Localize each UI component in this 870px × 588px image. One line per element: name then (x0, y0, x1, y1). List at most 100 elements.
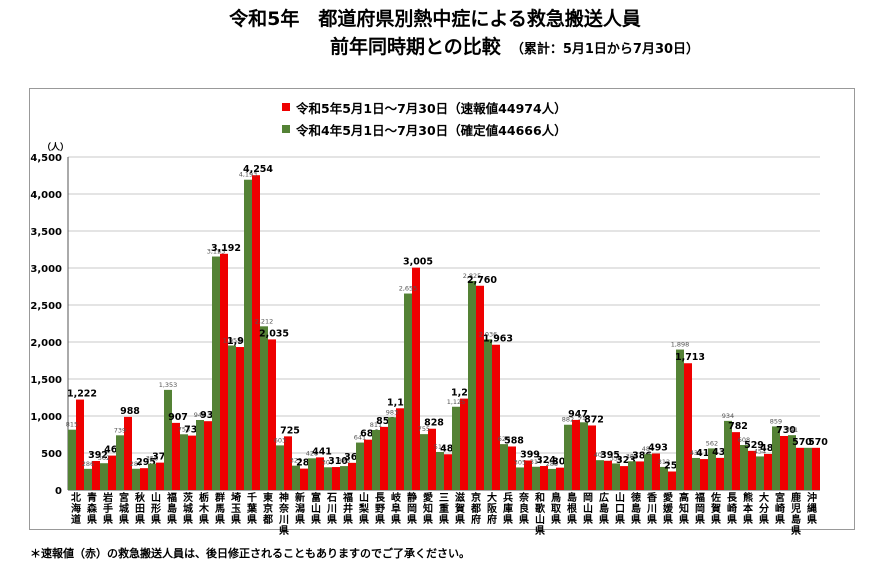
x-tick-label: 福 (694, 491, 705, 504)
x-tick-label: 県 (503, 513, 513, 526)
data-label-2023: 853 (376, 416, 396, 427)
bar-2023 (348, 462, 356, 490)
x-tick-label: 県 (599, 513, 609, 526)
data-label-2023: 418 (696, 448, 716, 459)
data-label-2023: 1,235 (451, 388, 481, 399)
bar-2023 (620, 466, 628, 490)
data-label-2023: 302 (552, 457, 572, 468)
x-tick-label: 木 (198, 502, 210, 515)
legend-label-2023: 令和5年5月1日～7月30日（速報値44974人） (296, 100, 567, 116)
data-label-2022: 641 (354, 434, 366, 442)
x-tick-label: 県 (695, 513, 705, 526)
data-label-2022: 741 (786, 426, 798, 434)
bar-2023 (444, 454, 452, 490)
x-tick-label: 県 (679, 513, 689, 526)
data-label-2023: 493 (648, 443, 668, 454)
bar-2022 (356, 442, 364, 490)
x-tick-label: 県 (375, 513, 385, 526)
x-tick-label: 山 (615, 491, 625, 504)
bar-2022 (452, 406, 460, 490)
chart-subtitle: 前年同時期との比較 （累計：5月1日から7月30日） (330, 32, 699, 59)
x-tick-label: 県 (247, 513, 257, 526)
bar-2023 (684, 363, 692, 490)
x-tick-label: 北 (71, 491, 81, 504)
bar-2023 (460, 398, 468, 490)
x-tick-label: 川 (326, 503, 337, 515)
x-tick-label: 兵 (503, 491, 513, 504)
bar-2023 (748, 450, 756, 490)
x-tick-label: 県 (359, 513, 369, 526)
bar-2022 (324, 467, 332, 490)
bar-2023 (492, 344, 500, 490)
data-label-2023: 588 (504, 435, 524, 446)
y-tick-label: 1,000 (30, 412, 62, 423)
bar-2023 (412, 267, 420, 490)
bar-2023 (700, 459, 708, 490)
bar-2022 (148, 463, 156, 490)
data-label-2022: 562 (706, 439, 718, 447)
x-tick-label: 歌 (535, 502, 546, 515)
data-label-2022: 3,155 (207, 248, 226, 256)
bar-2022 (84, 468, 92, 490)
bar-2022 (100, 463, 108, 490)
legend-item-2022: 令和4年5月1日～7月30日（確定値44666人） (282, 118, 567, 140)
bar-2023 (796, 447, 804, 490)
data-label-2022: 286 (82, 460, 94, 468)
x-tick-label: 県 (423, 513, 433, 526)
data-label-2023: 872 (584, 414, 604, 425)
data-label-2022: 983 (386, 408, 398, 416)
bar-2023 (652, 453, 660, 490)
bar-2022 (564, 424, 572, 490)
x-tick-label: 児 (790, 502, 801, 515)
x-tick-label: 千 (247, 491, 257, 504)
x-tick-label: 香 (647, 491, 657, 504)
bar-2023 (124, 416, 132, 490)
x-tick-label: 根 (567, 502, 577, 515)
x-tick-label: 秋 (135, 491, 146, 504)
bar-2022 (660, 466, 668, 490)
y-tick-label: 1,500 (30, 375, 62, 386)
y-tick-label: 2,500 (30, 301, 62, 312)
x-tick-label: 県 (327, 513, 337, 526)
data-label-2023: 782 (728, 421, 748, 432)
x-tick-label: 県 (119, 513, 129, 526)
data-label-2022: 1,125 (447, 398, 466, 406)
bar-2023 (108, 455, 116, 490)
bar-2022 (756, 456, 764, 490)
bar-2022 (612, 463, 620, 490)
bar-2023 (172, 422, 180, 490)
x-tick-label: 県 (535, 524, 545, 537)
data-label-2022: 1,353 (159, 381, 178, 389)
x-tick-label: 庫 (503, 502, 513, 515)
x-tick-label: 阪 (487, 502, 498, 515)
data-label-2023: 947 (568, 409, 588, 420)
x-tick-label: 島 (631, 502, 641, 515)
x-tick-label: 分 (759, 502, 769, 515)
x-tick-label: 馬 (215, 503, 225, 515)
x-tick-label: 府 (471, 513, 481, 526)
x-tick-label: 県 (647, 513, 657, 526)
data-label-2022: 739 (114, 426, 126, 434)
data-label-2022: 388 (626, 452, 638, 460)
x-tick-label: 鳥 (551, 491, 561, 504)
x-tick-label: 岩 (102, 491, 113, 504)
data-label-2022: 323 (338, 457, 350, 465)
legend-label-2022: 令和4年5月1日～7月30日（確定値44666人） (296, 122, 567, 138)
x-tick-label: 滋 (455, 491, 465, 504)
data-label-2022: 934 (722, 412, 734, 420)
x-tick-label: 山 (151, 491, 161, 504)
data-label-2022: 454 (754, 447, 766, 455)
x-tick-label: 知 (678, 502, 689, 515)
bar-2022 (740, 445, 748, 490)
x-tick-label: 岡 (407, 503, 417, 515)
data-label-2022: 484 (642, 445, 654, 453)
x-tick-label: 城 (183, 502, 193, 515)
x-tick-label: 島 (167, 502, 177, 515)
data-label-2023: 434 (712, 447, 732, 458)
x-tick-label: 山 (359, 491, 369, 504)
data-label-2022: 608 (738, 436, 750, 444)
bar-2022 (436, 451, 444, 490)
bar-2022 (772, 426, 780, 490)
x-tick-label: 県 (343, 513, 353, 526)
x-tick-label: 県 (135, 513, 145, 526)
